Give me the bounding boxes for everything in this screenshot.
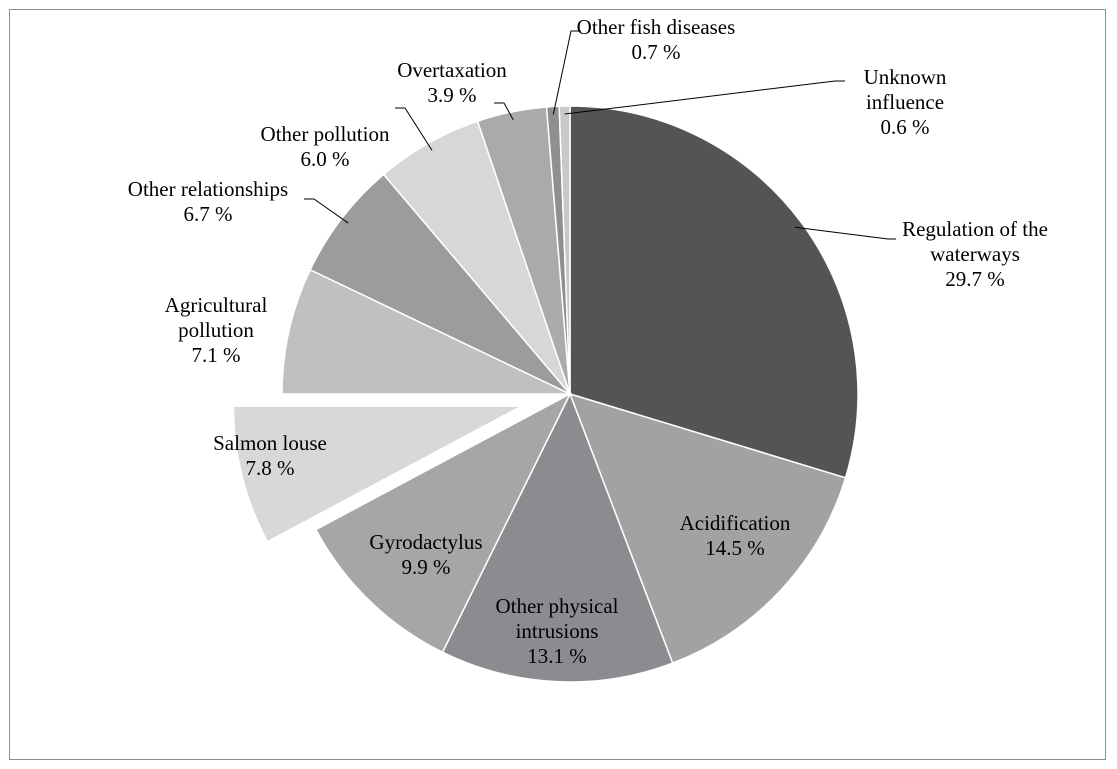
label-other-fish-diseases-line-1: Other fish diseases — [577, 15, 736, 39]
value-salmon-louse: 7.8 % — [246, 456, 295, 480]
value-regulation-of-the-waterways: 29.7 % — [945, 267, 1005, 291]
value-overtaxation: 3.9 % — [428, 83, 477, 107]
label-acidification-line-1: Acidification — [680, 511, 791, 535]
slice-regulation-of-the-waterways — [569, 105, 859, 479]
label-salmon-louse-line-1: Salmon louse — [213, 431, 327, 455]
label-unknown-influence-line-1: Unknown — [864, 65, 947, 89]
value-unknown-influence: 0.6 % — [881, 115, 930, 139]
leader-other-fish-diseases — [552, 30, 581, 115]
leader-lines — [304, 30, 896, 240]
label-other-relationships-line-1: Other relationships — [128, 177, 288, 201]
slice-unknown-influence — [558, 105, 571, 395]
label-regulation-of-the-waterways-line-2: waterways — [930, 242, 1020, 266]
label-agricultural-pollution-line-2: pollution — [178, 318, 254, 342]
value-gyrodactylus: 9.9 % — [402, 555, 451, 579]
value-other-pollution: 6.0 % — [301, 147, 350, 171]
label-other-pollution-line-1: Other pollution — [261, 122, 390, 146]
value-other-fish-diseases: 0.7 % — [632, 40, 681, 64]
label-gyrodactylus-line-1: Gyrodactylus — [369, 530, 482, 554]
slice-agricultural-pollution — [281, 268, 571, 395]
label-agricultural-pollution-line-1: Agricultural — [165, 293, 268, 317]
label-overtaxation-line-1: Overtaxation — [397, 58, 507, 82]
leader-other-pollution — [395, 107, 433, 151]
value-agricultural-pollution: 7.1 % — [192, 343, 241, 367]
chart-frame: Regulation of the waterways 29.7 % Acidific… — [9, 9, 1106, 760]
label-regulation-of-the-waterways-line-1: Regulation of the — [902, 217, 1048, 241]
label-other-physical-intrusions-line-1: Other physical — [495, 594, 618, 618]
value-other-relationships: 6.7 % — [184, 202, 233, 226]
value-other-physical-intrusions: 13.1 % — [527, 644, 587, 668]
slice-gyrodactylus — [314, 392, 572, 654]
value-acidification: 14.5 % — [705, 536, 765, 560]
slice-acidification — [568, 392, 847, 665]
slice-salmon-louse — [232, 405, 522, 543]
label-unknown-influence-line-2: influence — [866, 90, 944, 114]
label-other-physical-intrusions-line-2: intrusions — [516, 619, 599, 643]
slice-other-physical-intrusions — [441, 392, 674, 683]
leader-unknown-influence — [564, 80, 845, 115]
leader-overtaxation — [494, 102, 514, 121]
pie-slices — [232, 105, 859, 683]
leader-other-relationships — [304, 198, 349, 224]
leader-regulation-of-the-waterways — [794, 226, 896, 240]
